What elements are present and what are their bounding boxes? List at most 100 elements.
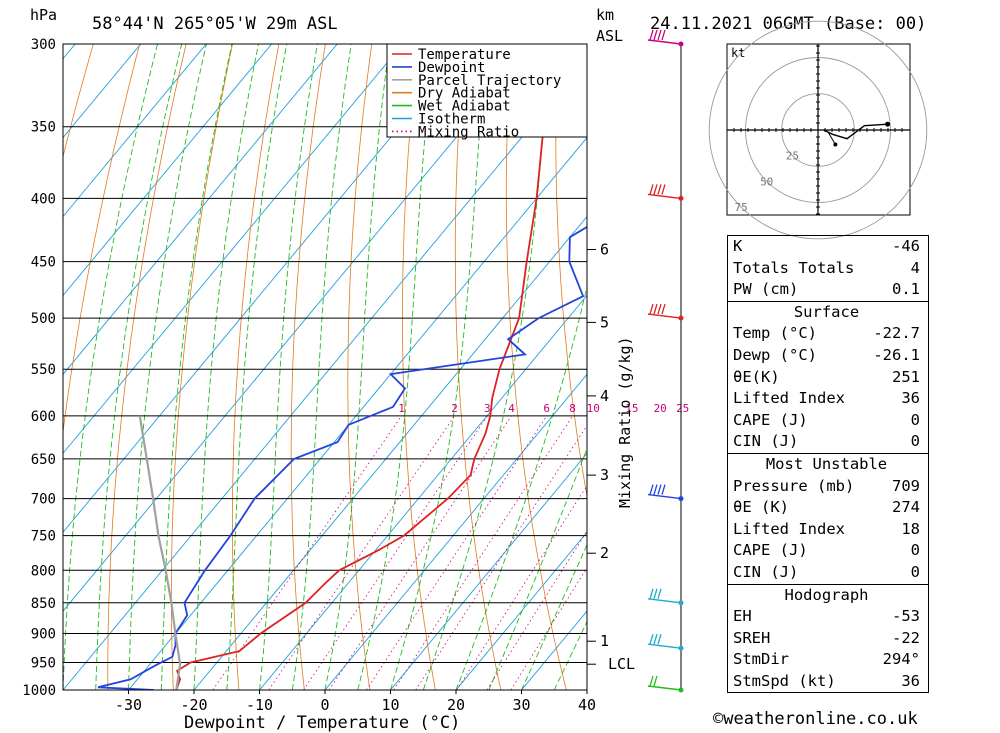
hodograph-table-title: Hodograph: [784, 585, 869, 604]
surface-cin-row: CIN (J) 0: [728, 431, 928, 453]
most-unstable-title: Most Unstable: [765, 454, 888, 473]
pressure-label: 900: [31, 627, 56, 643]
surface-cin-value: 0: [910, 432, 920, 451]
sounding-profiles: [97, 44, 587, 690]
legend-label: Mixing Ratio: [418, 124, 519, 140]
pressure-label: 750: [31, 529, 56, 545]
wind-barb-feather: [657, 588, 662, 599]
surface-dewp-label: Dewp (°C): [733, 345, 817, 364]
asl-unit-label: ASL: [596, 27, 623, 45]
dry-adiabat-line: [107, 44, 187, 690]
x-tick-label: 0: [320, 696, 329, 714]
surface-temp-label: Temp (°C): [733, 324, 817, 343]
totals-totals-row: Totals Totals 4: [728, 258, 928, 280]
pressure-label: 400: [31, 191, 56, 207]
wind-barb: [647, 675, 684, 693]
wind-barb-feather: [649, 634, 654, 645]
pressure-axis-labels: 300 350 400 450 500 550 600 650 700 750 800 850 900 9…: [22, 37, 56, 699]
mixing-ratio-line: [303, 415, 488, 690]
wind-barb-feather: [661, 303, 666, 315]
k-index-label: K: [733, 237, 743, 255]
totals-totals-value: 4: [910, 258, 920, 277]
x-tick-label: 40: [578, 696, 596, 714]
wind-barb-feather: [657, 484, 662, 495]
isotherm-line: [455, 531, 587, 690]
weatheronline-credit-link[interactable]: ©weatheronline.co.uk: [713, 709, 918, 729]
isotherm-line: [389, 452, 587, 690]
surface-li-row: Lifted Index 36: [728, 388, 928, 410]
wind-barb-feather: [657, 184, 662, 195]
mixing-ratio-line: [510, 567, 587, 690]
mixing-ratio-axis-title: Mixing Ratio (g/kg): [616, 336, 634, 508]
mu-thetae-label: θE (K): [733, 498, 789, 517]
wet-adiabat-line: [226, 44, 288, 690]
wind-barb-feather: [649, 484, 654, 495]
wind-barb-feather: [649, 303, 654, 315]
storm-motion-vector: [827, 131, 836, 145]
legend-label: Isotherm: [418, 112, 485, 128]
mu-cin-label: CIN (J): [733, 562, 799, 581]
wind-barb-staff: [647, 598, 682, 604]
hodograph-ring: [708, 20, 928, 240]
surface-title: Surface: [793, 302, 860, 321]
location-title: 58°44'N 265°05'W 29m ASL: [92, 14, 338, 34]
stmspd-row: StmSpd (kt) 36: [728, 671, 928, 693]
surface-thetae-value: 251: [892, 367, 920, 386]
legend-label: Parcel Trajectory: [418, 73, 561, 89]
dry-adiabat-line: [231, 44, 280, 690]
wind-barb: [647, 634, 684, 651]
stmdir-label: StmDir: [733, 650, 789, 669]
wet-adiabat-line: [357, 44, 435, 690]
legend-label: Dewpoint: [418, 60, 485, 76]
surface-temp-value: -22.7: [873, 324, 920, 343]
wet-adiabat-line: [63, 44, 158, 690]
isotherm-line: [127, 136, 587, 690]
wind-barb-staff: [647, 685, 682, 691]
wind-barb-feather: [653, 588, 658, 599]
mixing-ratio-labels: 1 2 3 4 6 8 10 15 20 25: [398, 402, 689, 415]
wind-barb-feather: [653, 675, 658, 687]
dry-adiabat-line: [929, 44, 1000, 690]
eh-value: -53: [892, 607, 920, 626]
wind-barb-feather: [653, 484, 658, 495]
wind-barb-staff: [647, 643, 682, 649]
k-index-row: K -46: [728, 236, 928, 258]
isotherm-line: [63, 44, 404, 454]
hodograph-unit-label: kt: [731, 46, 745, 60]
pressure-label: 700: [31, 492, 56, 508]
wind-barb-feather: [653, 184, 658, 195]
indices-table: K -46 Totals Totals 4 PW (cm) 0.1 Surface T…: [727, 235, 929, 694]
pressure-label: 800: [31, 563, 56, 579]
wet-adiabat-line: [488, 447, 587, 690]
totals-totals-label: Totals Totals: [733, 258, 855, 277]
wet-adiabat-line: [553, 620, 587, 690]
height-label: LCL: [608, 655, 635, 673]
pressure-label: 350: [31, 120, 56, 136]
isotherm-line: [63, 44, 142, 139]
mixing-ratio-label: 25: [676, 402, 689, 415]
wet-adiabat-line: [259, 44, 318, 690]
wet-adiabat-line: [160, 44, 233, 690]
x-axis-title: Dewpoint / Temperature (°C): [184, 713, 460, 733]
dry-adiabat-line: [63, 44, 141, 436]
surface-temp-row: Temp (°C) -22.7: [728, 323, 928, 345]
sreh-value: -22: [892, 628, 920, 647]
wind-barb-staff: [647, 313, 682, 319]
mixing-ratio-label: 15: [625, 402, 638, 415]
surface-cape-label: CAPE (J): [733, 410, 808, 429]
pressure-label: 500: [31, 311, 56, 327]
pw-value: 0.1: [892, 280, 920, 299]
pressure-label: 550: [31, 362, 56, 378]
pressure-label: 850: [31, 596, 56, 612]
mixing-ratio-label: 2: [451, 402, 458, 415]
stmspd-value: 36: [901, 671, 920, 690]
isotherm-line: [258, 294, 587, 690]
wind-barb-staff: [647, 193, 682, 200]
eh-row: EH -53: [728, 606, 928, 628]
height-label: 2: [600, 544, 609, 562]
mixing-ratio-line: [415, 424, 587, 690]
isotherm-lines: [63, 44, 587, 690]
pressure-label: 1000: [22, 683, 56, 699]
wet-adiabat-line: [455, 284, 587, 690]
